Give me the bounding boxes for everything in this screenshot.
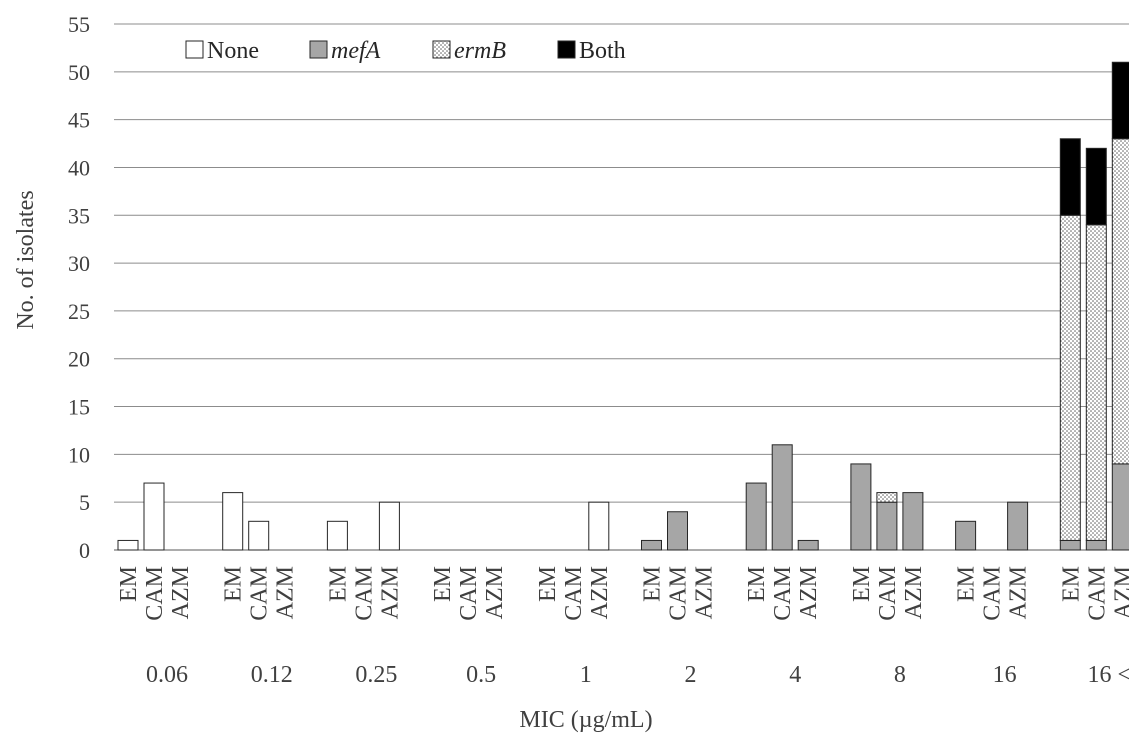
bar-segment-ermb [1111, 138, 1129, 465]
bar-segment-mefa [1111, 463, 1129, 551]
x-subcategory-label: AZM [1006, 566, 1032, 619]
bar-segment-mefa [876, 501, 898, 551]
x-subcategory-label: CAM [561, 566, 587, 621]
x-subcategory-label: CAM [1084, 566, 1110, 621]
y-axis-title: No. of isolates [13, 190, 39, 329]
x-group-label: 0.06 [146, 662, 188, 688]
bar-segment-mefa [641, 539, 662, 551]
bar-segment-none [143, 482, 165, 551]
bar-segment-both [1111, 61, 1129, 140]
y-tick-label: 10 [68, 442, 90, 467]
bar-segment-mefa [902, 492, 924, 551]
y-tick-label: 30 [68, 251, 90, 276]
x-group-label: 0.5 [466, 662, 496, 688]
x-subcategory-label: EM [1058, 566, 1084, 602]
bar-segment-mefa [771, 444, 793, 551]
y-axis-ticks: 0 5 10 15 20 25 30 35 40 45 50 55 [68, 12, 90, 563]
bar-segment-none [588, 501, 610, 551]
y-tick-label: 25 [68, 299, 90, 324]
legend-swatch [557, 40, 576, 59]
bar-segment-none [117, 539, 139, 551]
x-subcategory-label: CAM [142, 566, 168, 621]
legend-swatch [185, 40, 204, 59]
x-group-label: 0.12 [251, 662, 293, 688]
x-group-label: 8 [894, 662, 906, 688]
bar-segment-mefa [1059, 539, 1081, 551]
x-subcategory-label: AZM [377, 566, 403, 619]
bar-segment-ermb [876, 492, 898, 503]
legend-swatch [432, 40, 451, 59]
x-subcategory-label: CAM [770, 566, 796, 621]
y-tick-label: 50 [68, 60, 90, 85]
x-group-label: 1 [580, 662, 592, 688]
x-group-label: 0.25 [355, 662, 397, 688]
x-subcategory-label: CAM [456, 566, 482, 621]
bar-segment-mefa [850, 463, 872, 551]
x-subcategory-label: EM [849, 566, 875, 602]
bars [117, 61, 1129, 551]
x-subcategory-label: AZM [901, 566, 927, 619]
y-tick-label: 15 [68, 395, 90, 420]
x-subcategory-label: CAM [666, 566, 692, 621]
x-group-label: 4 [789, 662, 801, 688]
x-subcategory-label: CAM [351, 566, 377, 621]
gridlines [114, 23, 1129, 551]
bar-segment-mefa [955, 520, 977, 551]
x-subcategory-label: EM [116, 566, 142, 602]
x-subcategory-label: AZM [796, 566, 822, 619]
x-group-label: 2 [685, 662, 697, 688]
legend: None mefA ermB Both [185, 38, 626, 64]
bar-segment-mefa [1007, 501, 1029, 551]
x-subcategory-label: EM [954, 566, 980, 602]
x-subcategory-label: AZM [1110, 566, 1129, 619]
y-tick-label: 55 [68, 12, 90, 37]
x-subcategory-label: EM [744, 566, 770, 602]
y-tick-label: 45 [68, 108, 90, 133]
legend-label: mefA [331, 38, 381, 64]
bar-segment-none [378, 501, 400, 551]
bar-segment-none [222, 492, 244, 551]
bar-segment-none [248, 520, 270, 551]
bar-segment-ermb [1085, 224, 1107, 541]
x-subcategory-label: EM [640, 566, 666, 602]
bar-segment-both [1059, 138, 1081, 216]
bar-segment-ermb [1059, 214, 1081, 541]
x-subcategory-label: AZM [482, 566, 508, 619]
x-group-label: 16 [993, 662, 1017, 688]
bar-segment-mefa [745, 482, 767, 551]
legend-swatch [309, 40, 328, 59]
legend-label: Both [579, 38, 626, 64]
y-tick-label: 20 [68, 347, 90, 372]
bar-segment-mefa [667, 511, 688, 551]
bar-segment-none [326, 520, 348, 551]
x-subcategory-label: EM [221, 566, 247, 602]
x-axis-title: MIC (µg/mL) [519, 707, 652, 733]
x-subcategory-label: EM [430, 566, 456, 602]
x-subcategory-label: AZM [168, 566, 194, 619]
x-subcategory-label: AZM [587, 566, 613, 619]
x-subcategory-label: CAM [875, 566, 901, 621]
legend-label: None [207, 38, 259, 64]
y-tick-label: 5 [79, 490, 90, 515]
legend-label: ermB [454, 38, 506, 64]
bar-segment-both [1085, 147, 1107, 226]
bar-segment-mefa [797, 539, 819, 551]
y-tick-label: 40 [68, 155, 90, 180]
y-tick-label: 35 [68, 203, 90, 228]
x-subcategory-label: AZM [273, 566, 299, 619]
x-subcategory-label: AZM [692, 566, 718, 619]
x-subcategory-label: EM [325, 566, 351, 602]
x-subcategory-label: CAM [247, 566, 273, 621]
y-tick-label: 0 [79, 538, 90, 563]
x-subcategory-label: CAM [980, 566, 1006, 621]
bar-segment-mefa [1085, 539, 1107, 551]
x-group-label: 16 < [1088, 662, 1129, 688]
x-subcategory-label: EM [535, 566, 561, 602]
